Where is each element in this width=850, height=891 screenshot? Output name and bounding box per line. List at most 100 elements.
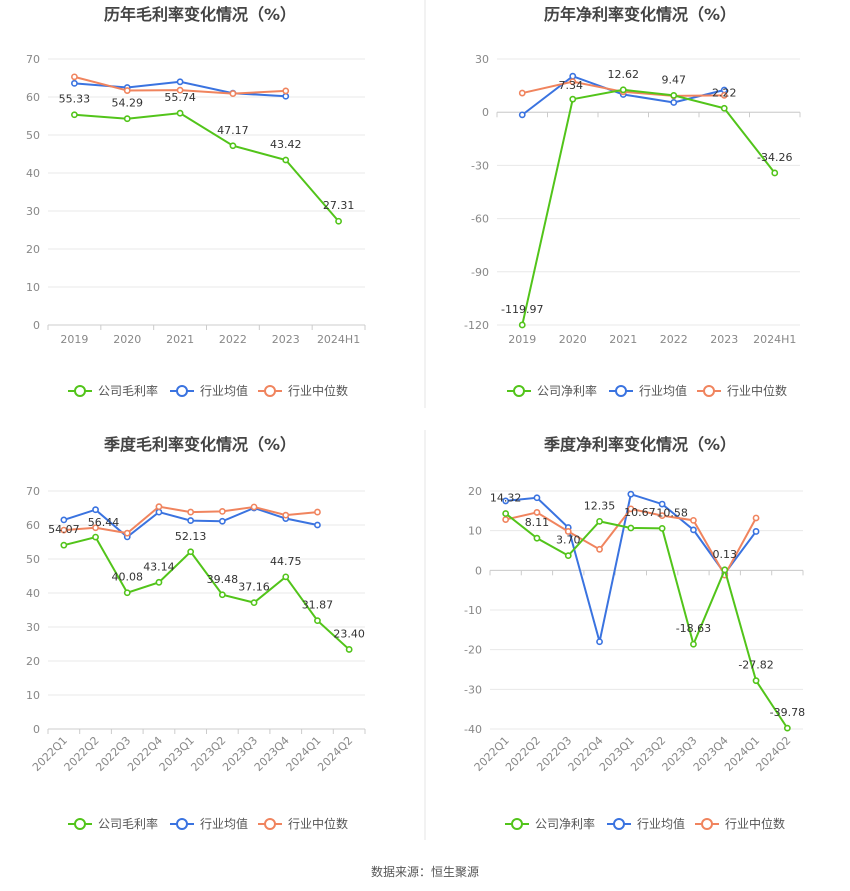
data-point-company xyxy=(670,92,678,99)
data-label: 23.40 xyxy=(333,627,365,640)
y-tick-label: 50 xyxy=(26,129,40,142)
data-point-industry-median xyxy=(627,505,635,513)
data-point-industry-avg xyxy=(60,516,68,524)
y-tick-label: 20 xyxy=(26,655,40,668)
chart-title: 季度净利率变化情况（%） xyxy=(543,435,736,454)
x-tick-label: 2024Q2 xyxy=(753,734,793,774)
data-label: 9.47 xyxy=(662,73,687,86)
legend-company-text: 公司毛利率 xyxy=(98,816,158,831)
x-tick-label: 2019 xyxy=(60,333,88,346)
data-point-industry-median xyxy=(282,511,290,519)
legend-company-swatch-dot xyxy=(74,385,86,397)
data-point-industry-avg xyxy=(71,79,78,87)
data-point-industry-median xyxy=(282,87,290,95)
legend-industry-avg-text: 行业均值 xyxy=(200,383,248,398)
data-point-company xyxy=(229,142,237,150)
x-tick-label: 2022 xyxy=(219,333,247,346)
legend-company-swatch-dot xyxy=(74,818,86,830)
legend-industry-median-swatch-dot xyxy=(703,385,715,397)
chart-title: 历年净利率变化情况（%） xyxy=(544,5,736,24)
data-point-company xyxy=(282,573,290,581)
y-tick-label: -20 xyxy=(464,644,482,657)
y-tick-label: -40 xyxy=(464,723,482,736)
data-point-company xyxy=(596,517,603,525)
data-point-industry-median xyxy=(752,514,760,522)
y-tick-label: 20 xyxy=(26,243,40,256)
legend-industry-avg-swatch-dot xyxy=(615,385,627,397)
data-point-industry-avg xyxy=(752,528,760,535)
data-point-company xyxy=(627,524,635,532)
data-point-company xyxy=(155,578,163,586)
data-point-industry-avg xyxy=(155,508,163,516)
y-tick-label: 30 xyxy=(475,53,489,66)
data-point-company xyxy=(71,111,78,119)
y-tick-label: 10 xyxy=(26,689,40,702)
x-tick-label: 2023 xyxy=(710,333,738,346)
series-line-company xyxy=(74,112,340,222)
y-tick-label: 0 xyxy=(475,564,482,577)
data-label: 47.17 xyxy=(217,124,249,137)
data-point-company xyxy=(92,533,99,541)
data-point-industry-avg xyxy=(218,517,226,525)
y-tick-label: -120 xyxy=(464,319,489,332)
legend-industry-median-swatch-dot xyxy=(701,818,713,830)
data-label: 37.16 xyxy=(238,581,270,594)
data-point-industry-avg xyxy=(282,92,290,100)
data-point-industry-avg xyxy=(518,111,526,119)
data-point-industry-avg xyxy=(670,99,678,106)
data-label: -119.97 xyxy=(501,303,543,316)
y-tick-label: 70 xyxy=(26,485,40,498)
data-label: -18.63 xyxy=(676,622,711,635)
data-label: 40.08 xyxy=(112,571,144,584)
data-point-company xyxy=(218,591,226,599)
y-tick-label: -90 xyxy=(471,266,489,279)
legend-industry-median-text: 行业中位数 xyxy=(288,383,348,398)
legend-industry-median-swatch-dot xyxy=(264,385,276,397)
data-label: 12.35 xyxy=(584,499,616,512)
data-point-company xyxy=(335,217,342,225)
chart-title: 历年毛利率变化情况（%） xyxy=(104,5,296,24)
data-label: 44.75 xyxy=(270,555,302,568)
data-point-industry-median xyxy=(176,86,184,94)
data-point-company xyxy=(783,724,791,732)
legend-company-swatch-dot xyxy=(511,818,523,830)
data-point-company xyxy=(187,548,195,556)
data-label: -27.82 xyxy=(738,659,773,672)
y-tick-label: 60 xyxy=(26,519,40,532)
y-tick-label: 40 xyxy=(26,167,40,180)
data-point-industry-avg xyxy=(627,490,635,498)
data-label: 8.11 xyxy=(525,516,550,529)
data-label: 2.22 xyxy=(712,86,737,99)
legend-industry-avg-text: 行业均值 xyxy=(637,816,685,831)
data-point-industry-avg xyxy=(502,497,510,505)
legend-industry-avg-swatch-dot xyxy=(176,385,188,397)
y-tick-label: -10 xyxy=(464,604,482,617)
data-point-company xyxy=(720,104,728,112)
data-point-industry-median xyxy=(690,516,697,524)
data-point-company xyxy=(345,646,353,653)
data-point-industry-median xyxy=(314,508,321,516)
data-point-industry-avg xyxy=(596,638,603,646)
data-label: 3.70 xyxy=(556,534,581,547)
x-tick-label: 2020 xyxy=(559,333,587,346)
data-label: 0.13 xyxy=(713,548,738,561)
data-label: 43.42 xyxy=(270,138,302,151)
data-point-industry-median xyxy=(658,512,666,519)
data-label: -39.78 xyxy=(770,706,805,719)
data-point-industry-avg xyxy=(92,506,99,514)
data-point-industry-median xyxy=(596,545,603,553)
data-point-company xyxy=(60,541,68,549)
data-point-industry-avg xyxy=(533,494,541,502)
data-point-company xyxy=(533,534,541,542)
data-point-company xyxy=(564,552,572,560)
y-tick-label: 60 xyxy=(26,91,40,104)
legend-company-text: 公司毛利率 xyxy=(98,383,158,398)
x-tick-label: 2024H1 xyxy=(753,333,796,346)
data-point-industry-median xyxy=(123,529,131,537)
y-tick-label: 10 xyxy=(468,525,482,538)
data-point-company xyxy=(721,566,729,574)
x-tick-label: 2021 xyxy=(166,333,194,346)
y-tick-label: 0 xyxy=(33,723,40,736)
data-point-company xyxy=(771,169,779,177)
